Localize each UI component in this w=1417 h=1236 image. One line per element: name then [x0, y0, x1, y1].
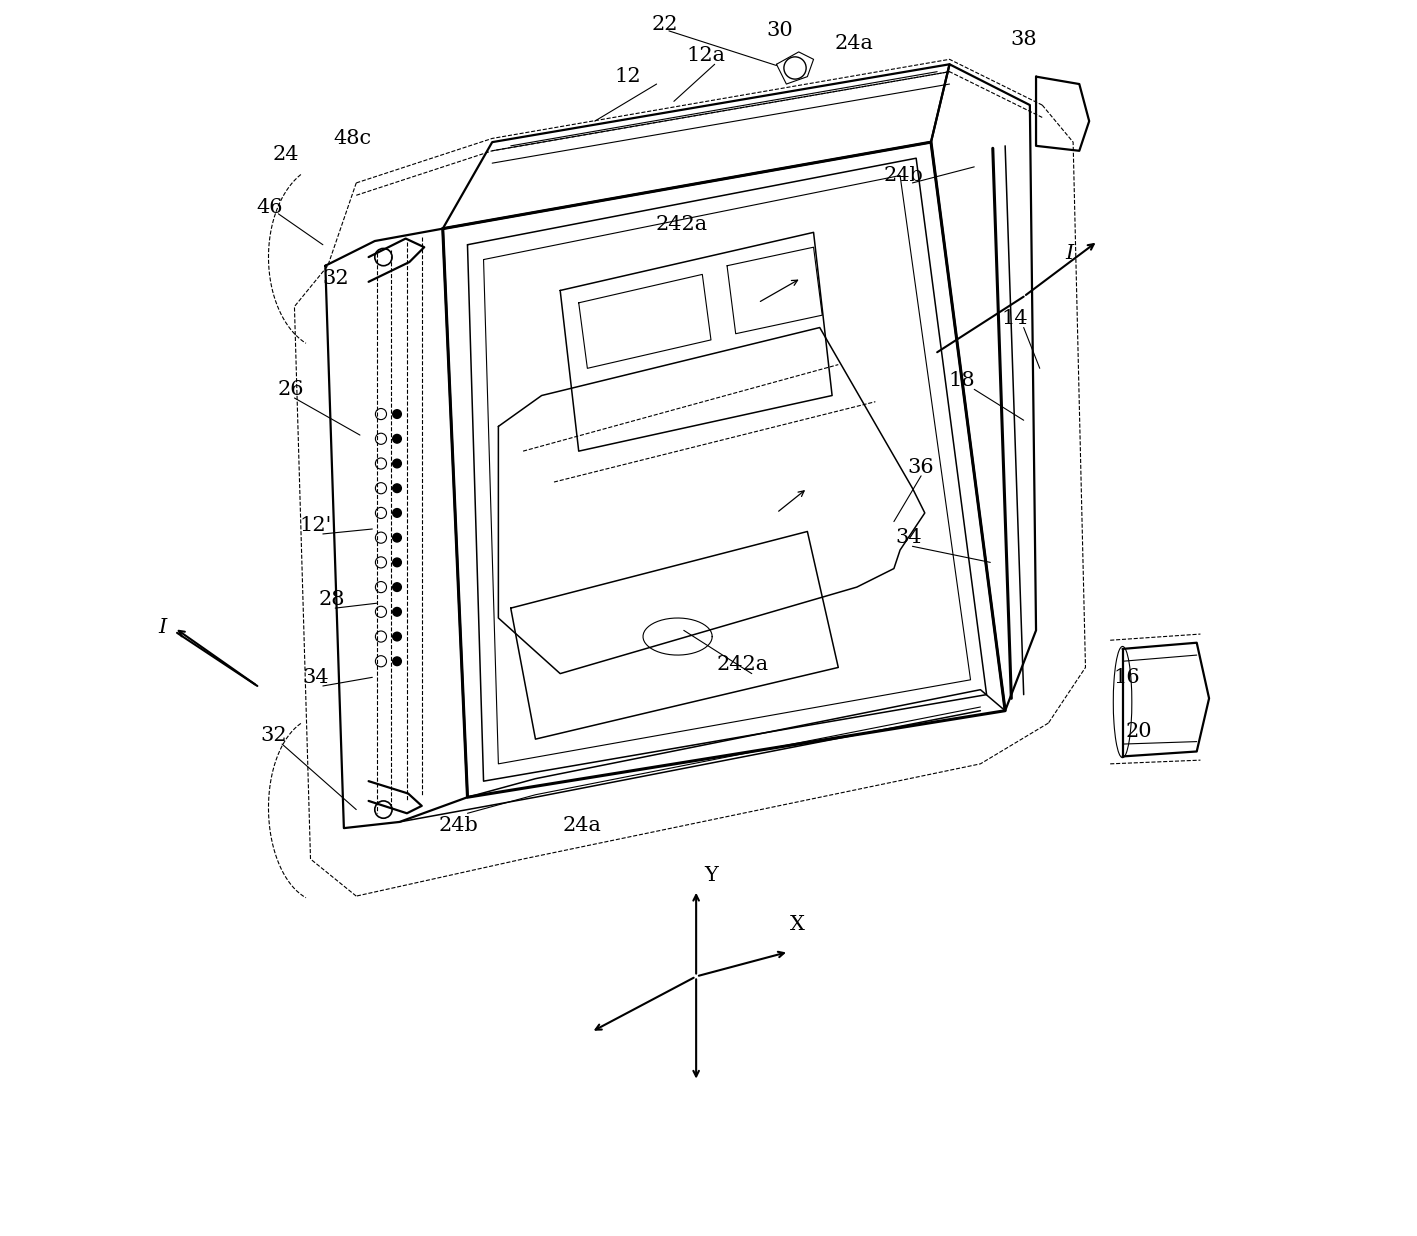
Text: 16: 16: [1112, 667, 1139, 687]
Text: 34: 34: [302, 667, 329, 687]
Text: 38: 38: [1010, 30, 1037, 49]
Text: 20: 20: [1125, 722, 1152, 742]
Circle shape: [393, 633, 401, 641]
Text: 24b: 24b: [884, 166, 924, 185]
Text: 14: 14: [1002, 309, 1029, 329]
Text: Y: Y: [704, 865, 718, 885]
Circle shape: [393, 658, 401, 666]
Text: 24a: 24a: [835, 33, 874, 53]
Text: 30: 30: [767, 21, 794, 41]
Circle shape: [393, 459, 401, 468]
Text: 24: 24: [272, 145, 299, 164]
Text: 46: 46: [256, 198, 283, 218]
Text: 26: 26: [278, 379, 305, 399]
Circle shape: [393, 559, 401, 567]
Text: 24b: 24b: [439, 816, 479, 836]
Text: 36: 36: [908, 457, 934, 477]
Text: 242a: 242a: [655, 215, 707, 235]
Circle shape: [393, 435, 401, 444]
Text: I: I: [159, 618, 166, 638]
Text: 22: 22: [652, 15, 679, 35]
Text: 28: 28: [319, 590, 344, 609]
Circle shape: [393, 409, 401, 418]
Text: 18: 18: [948, 371, 975, 391]
Text: 12: 12: [615, 67, 642, 87]
Text: 12a: 12a: [686, 46, 726, 66]
Circle shape: [393, 534, 401, 543]
Circle shape: [393, 509, 401, 518]
Circle shape: [393, 608, 401, 617]
Text: 12': 12': [299, 515, 332, 535]
Text: 32: 32: [322, 268, 349, 288]
Text: 32: 32: [261, 726, 286, 745]
Text: X: X: [791, 915, 805, 934]
Text: 48c: 48c: [333, 129, 371, 148]
Circle shape: [393, 583, 401, 592]
Text: I: I: [1066, 243, 1074, 263]
Text: 24a: 24a: [563, 816, 602, 836]
Circle shape: [393, 485, 401, 493]
Text: 34: 34: [896, 528, 922, 548]
Text: 242a: 242a: [717, 655, 769, 675]
